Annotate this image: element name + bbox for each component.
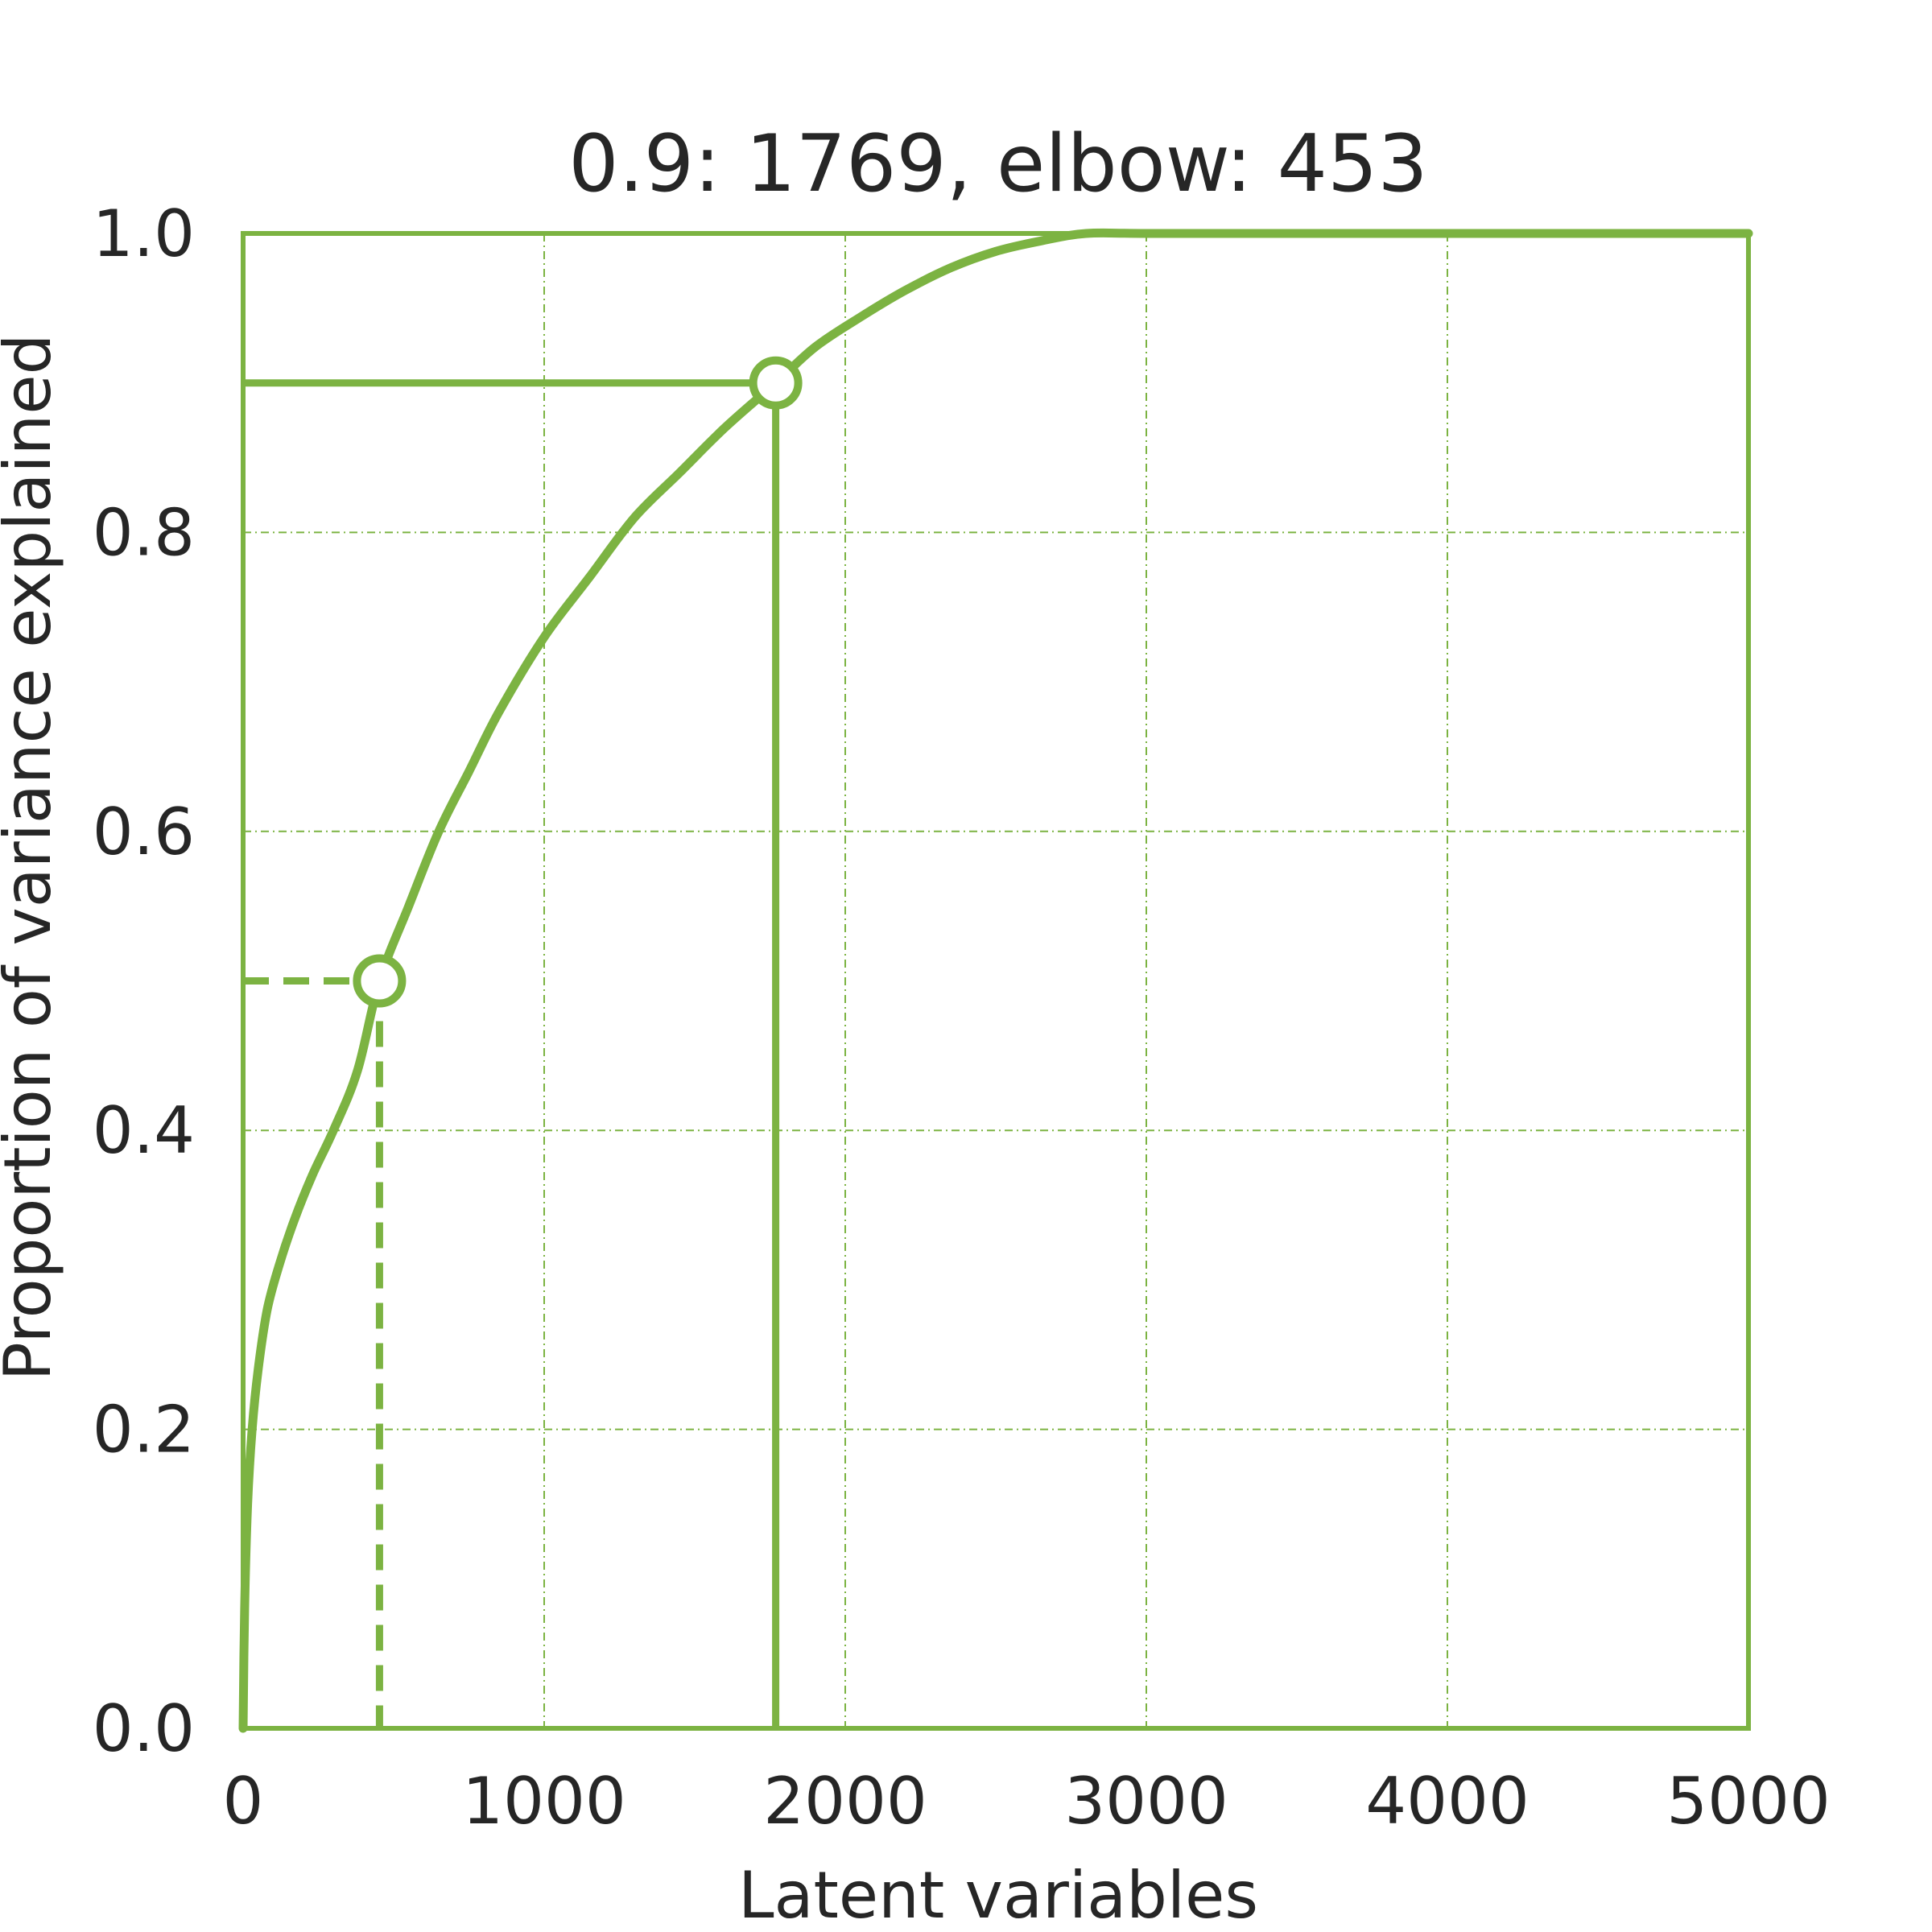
- chart-title: 0.9: 1769, elbow: 453: [568, 118, 1427, 210]
- x-tick-label: 2000: [763, 1764, 927, 1839]
- y-tick-label: 0.8: [93, 495, 195, 570]
- variance-curve: [238, 228, 1753, 1733]
- grid: [243, 233, 1748, 1728]
- y-tick-label: 0.4: [93, 1093, 195, 1168]
- x-tick-label: 4000: [1365, 1764, 1530, 1839]
- y-tick-label: 0.2: [93, 1393, 195, 1468]
- marker-elbow: [353, 954, 407, 1008]
- x-tick-label: 3000: [1064, 1764, 1228, 1839]
- y-axis-ticks: 0.0 0.2 0.4 0.6 0.8 1.0: [93, 196, 195, 1766]
- y-tick-label: 1.0: [93, 196, 195, 271]
- threshold-markers: [353, 356, 803, 1008]
- x-tick-label: 0: [223, 1764, 264, 1839]
- threshold-guides: [243, 379, 780, 1728]
- marker-0.9: [749, 356, 803, 410]
- y-tick-label: 0.0: [93, 1691, 195, 1766]
- y-tick-label: 0.6: [93, 795, 195, 869]
- x-tick-label: 5000: [1666, 1764, 1831, 1839]
- y-axis-label: Proportion of variance explained: [0, 334, 65, 1381]
- x-tick-label: 1000: [462, 1764, 626, 1839]
- x-axis-label: Latent variables: [738, 1858, 1258, 1932]
- plot-frame: [241, 231, 1751, 1731]
- x-axis-ticks: 0 1000 2000 3000 4000 5000: [223, 1764, 1831, 1839]
